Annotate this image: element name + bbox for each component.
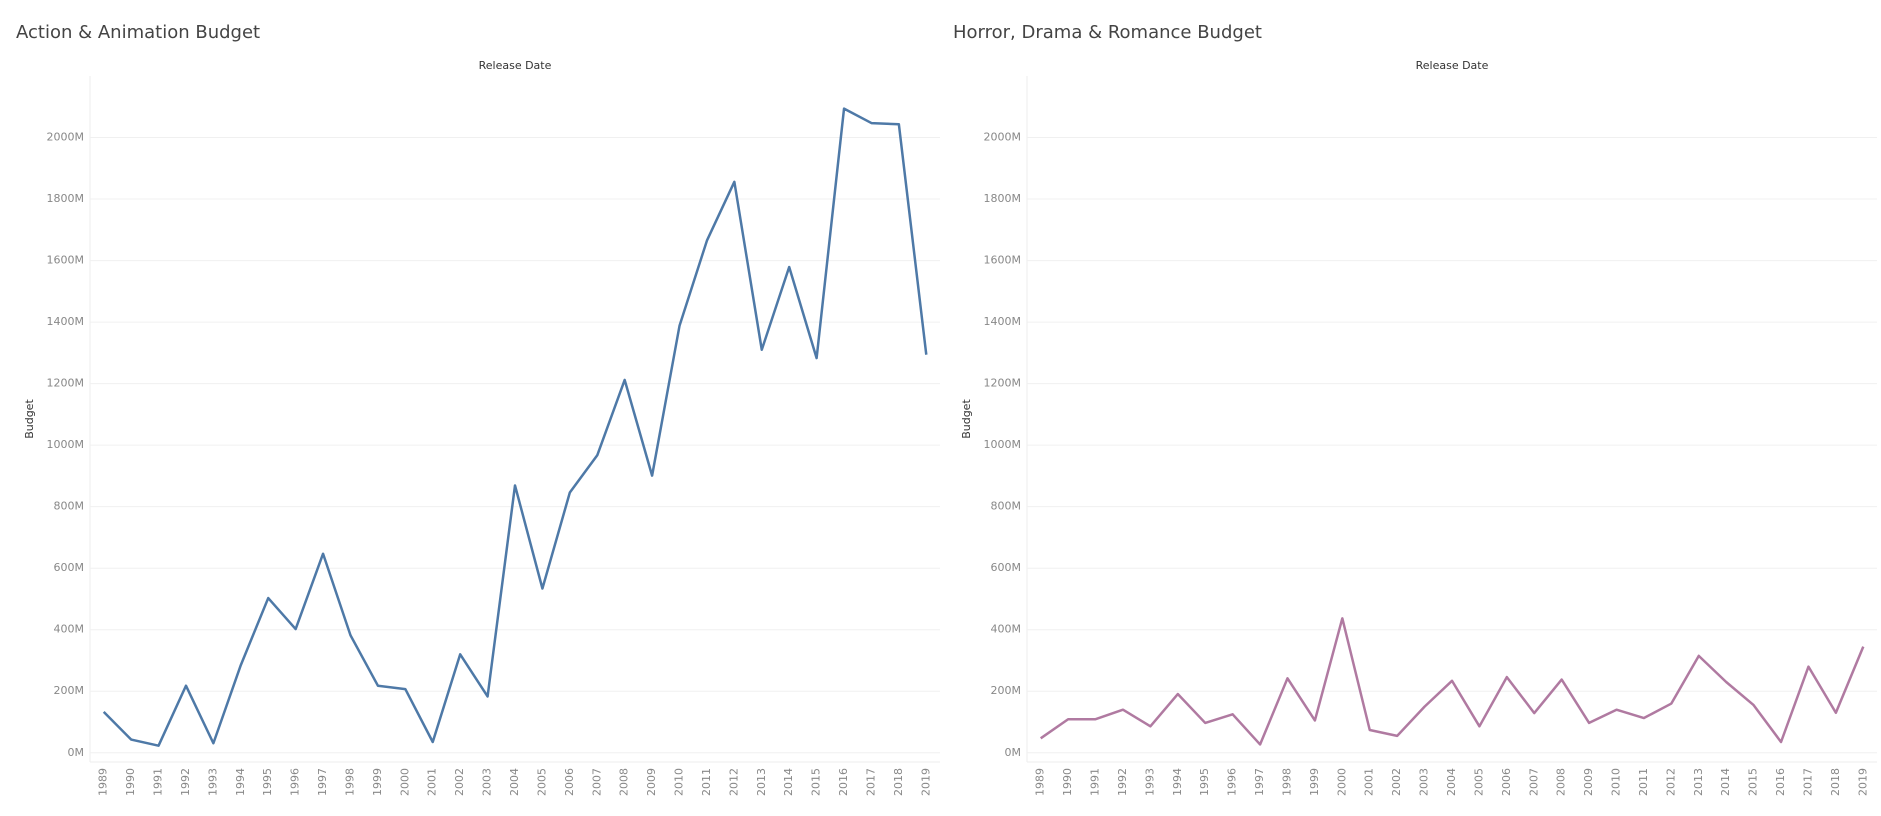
x-tick-label: 2000 — [398, 768, 411, 796]
y-tick-label: 1600M — [984, 254, 1022, 267]
x-tick-label: 2016 — [1774, 768, 1787, 796]
x-tick-label: 2001 — [1363, 768, 1376, 796]
x-tick-label: 2004 — [1445, 768, 1458, 796]
x-tick-label: 1999 — [371, 768, 384, 796]
x-tick-label: 2004 — [508, 768, 521, 796]
x-tick-label: 2002 — [1390, 768, 1403, 796]
y-tick-label: 1800M — [984, 192, 1022, 205]
x-tick-label: 2002 — [453, 768, 466, 796]
x-tick-label: 2018 — [1829, 768, 1842, 796]
y-axis-title: Budget — [23, 399, 36, 439]
x-tick-label: 2018 — [892, 768, 905, 796]
y-tick-label: 600M — [991, 561, 1022, 574]
x-tick-label: 1998 — [1280, 768, 1293, 796]
x-tick-label: 1997 — [316, 768, 329, 796]
x-tick-label: 1991 — [152, 768, 165, 796]
y-tick-label: 400M — [991, 623, 1022, 636]
x-tick-label: 2003 — [481, 768, 494, 796]
y-tick-label: 2000M — [47, 131, 85, 144]
x-tick-label: 2001 — [426, 768, 439, 796]
x-tick-label: 2010 — [673, 768, 686, 796]
line-series — [1039, 617, 1865, 746]
x-tick-label: 2009 — [1582, 768, 1595, 796]
x-tick-label: 1994 — [1171, 768, 1184, 796]
chart-title: Horror, Drama & Romance Budget — [953, 22, 1262, 43]
x-tick-label: 2013 — [1692, 768, 1705, 796]
x-tick-label: 1989 — [1034, 768, 1047, 796]
x-tick-label: 1996 — [1226, 768, 1239, 796]
y-tick-label: 1200M — [47, 377, 85, 390]
x-tick-label: 1994 — [234, 768, 247, 796]
y-tick-label: 800M — [991, 500, 1022, 513]
x-tick-label: 2012 — [1664, 768, 1677, 796]
x-tick-label: 2006 — [563, 768, 576, 796]
y-tick-label: 0M — [1005, 746, 1022, 759]
x-tick-label: 2011 — [1637, 768, 1650, 796]
x-tick-label: 1991 — [1089, 768, 1102, 796]
x-tick-label: 2008 — [618, 768, 631, 796]
y-tick-label: 1400M — [47, 315, 85, 328]
x-tick-label: 1999 — [1308, 768, 1321, 796]
y-tick-label: 400M — [54, 623, 85, 636]
x-tick-label: 2012 — [727, 768, 740, 796]
x-tick-label: 2017 — [1801, 768, 1814, 796]
y-tick-label: 2000M — [984, 131, 1022, 144]
y-tick-label: 200M — [54, 684, 85, 697]
x-tick-label: 2016 — [837, 768, 850, 796]
x-tick-label: 2019 — [919, 768, 932, 796]
x-tick-label: 2006 — [1500, 768, 1513, 796]
y-tick-label: 1800M — [47, 192, 85, 205]
x-tick-label: 1995 — [261, 768, 274, 796]
x-tick-label: 2017 — [864, 768, 877, 796]
x-tick-label: 1996 — [289, 768, 302, 796]
x-tick-label: 2005 — [1472, 768, 1485, 796]
x-tick-label: 2015 — [1747, 768, 1760, 796]
x-tick-label: 2013 — [755, 768, 768, 796]
x-axis-title: Release Date — [479, 59, 552, 72]
x-tick-label: 2014 — [782, 768, 795, 796]
x-tick-label: 1997 — [1253, 768, 1266, 796]
x-tick-label: 1992 — [179, 768, 192, 796]
x-tick-label: 1990 — [124, 768, 137, 796]
x-tick-label: 2003 — [1418, 768, 1431, 796]
y-tick-label: 600M — [54, 561, 85, 574]
x-tick-label: 2009 — [645, 768, 658, 796]
x-tick-label: 2000 — [1335, 768, 1348, 796]
y-axis-title: Budget — [960, 399, 973, 439]
y-tick-label: 200M — [991, 684, 1022, 697]
x-tick-label: 1995 — [1198, 768, 1211, 796]
x-tick-label: 2007 — [590, 768, 603, 796]
x-tick-label: 1990 — [1061, 768, 1074, 796]
x-tick-label: 1993 — [206, 768, 219, 796]
x-tick-label: 2008 — [1555, 768, 1568, 796]
x-axis-title: Release Date — [1416, 59, 1489, 72]
x-tick-label: 2007 — [1527, 768, 1540, 796]
x-tick-label: 2014 — [1719, 768, 1732, 796]
chart-title: Action & Animation Budget — [16, 22, 260, 43]
y-tick-label: 1600M — [47, 254, 85, 267]
y-tick-label: 800M — [54, 500, 85, 513]
x-tick-label: 1993 — [1143, 768, 1156, 796]
y-tick-label: 1200M — [984, 377, 1022, 390]
x-tick-label: 2019 — [1856, 768, 1869, 796]
x-tick-label: 2015 — [810, 768, 823, 796]
x-tick-label: 2010 — [1610, 768, 1623, 796]
line-series — [102, 107, 928, 747]
x-tick-label: 1989 — [97, 768, 110, 796]
y-tick-label: 0M — [68, 746, 85, 759]
y-tick-label: 1000M — [984, 438, 1022, 451]
x-tick-label: 2005 — [535, 768, 548, 796]
y-tick-label: 1400M — [984, 315, 1022, 328]
x-tick-label: 2011 — [700, 768, 713, 796]
y-tick-label: 1000M — [47, 438, 85, 451]
x-tick-label: 1998 — [343, 768, 356, 796]
x-tick-label: 1992 — [1116, 768, 1129, 796]
